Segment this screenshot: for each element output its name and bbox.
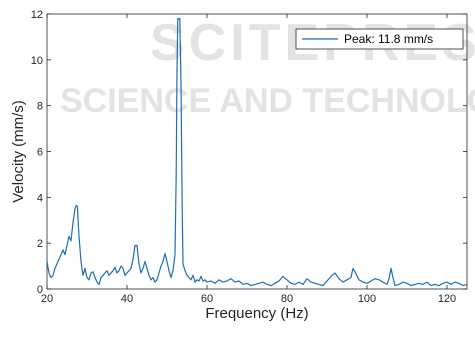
x-tick-label: 120 — [438, 293, 456, 305]
y-tick-label: 2 — [37, 238, 43, 250]
x-tick-label: 40 — [121, 293, 133, 305]
x-tick-label: 60 — [201, 293, 213, 305]
y-tick-label: 12 — [31, 9, 43, 21]
y-tick-label: 6 — [37, 147, 43, 159]
legend: Peak: 11.8 mm/s — [295, 28, 464, 50]
legend-label: Peak: 11.8 mm/s — [344, 32, 433, 46]
y-tick-label: 10 — [31, 55, 43, 67]
x-tick-label: 20 — [41, 293, 53, 305]
legend-box — [295, 28, 464, 50]
x-tick-label: 100 — [358, 293, 376, 305]
y-tick-label: 8 — [37, 101, 43, 113]
x-axis-label: Frequency (Hz) — [205, 305, 308, 322]
y-tick-label: 4 — [37, 192, 43, 204]
series-line — [46, 18, 468, 287]
watermark-line2: SCIENCE AND TECHNOLOGY PUBLICATIONS — [60, 82, 475, 120]
y-axis-label: Velocity (mm/s) — [10, 100, 27, 203]
x-tick-label: 80 — [281, 293, 293, 305]
y-tick-label: 0 — [37, 284, 43, 296]
plot-area: 20 40 60 80 100 120 0 2 4 6 8 10 12 — [31, 9, 468, 305]
